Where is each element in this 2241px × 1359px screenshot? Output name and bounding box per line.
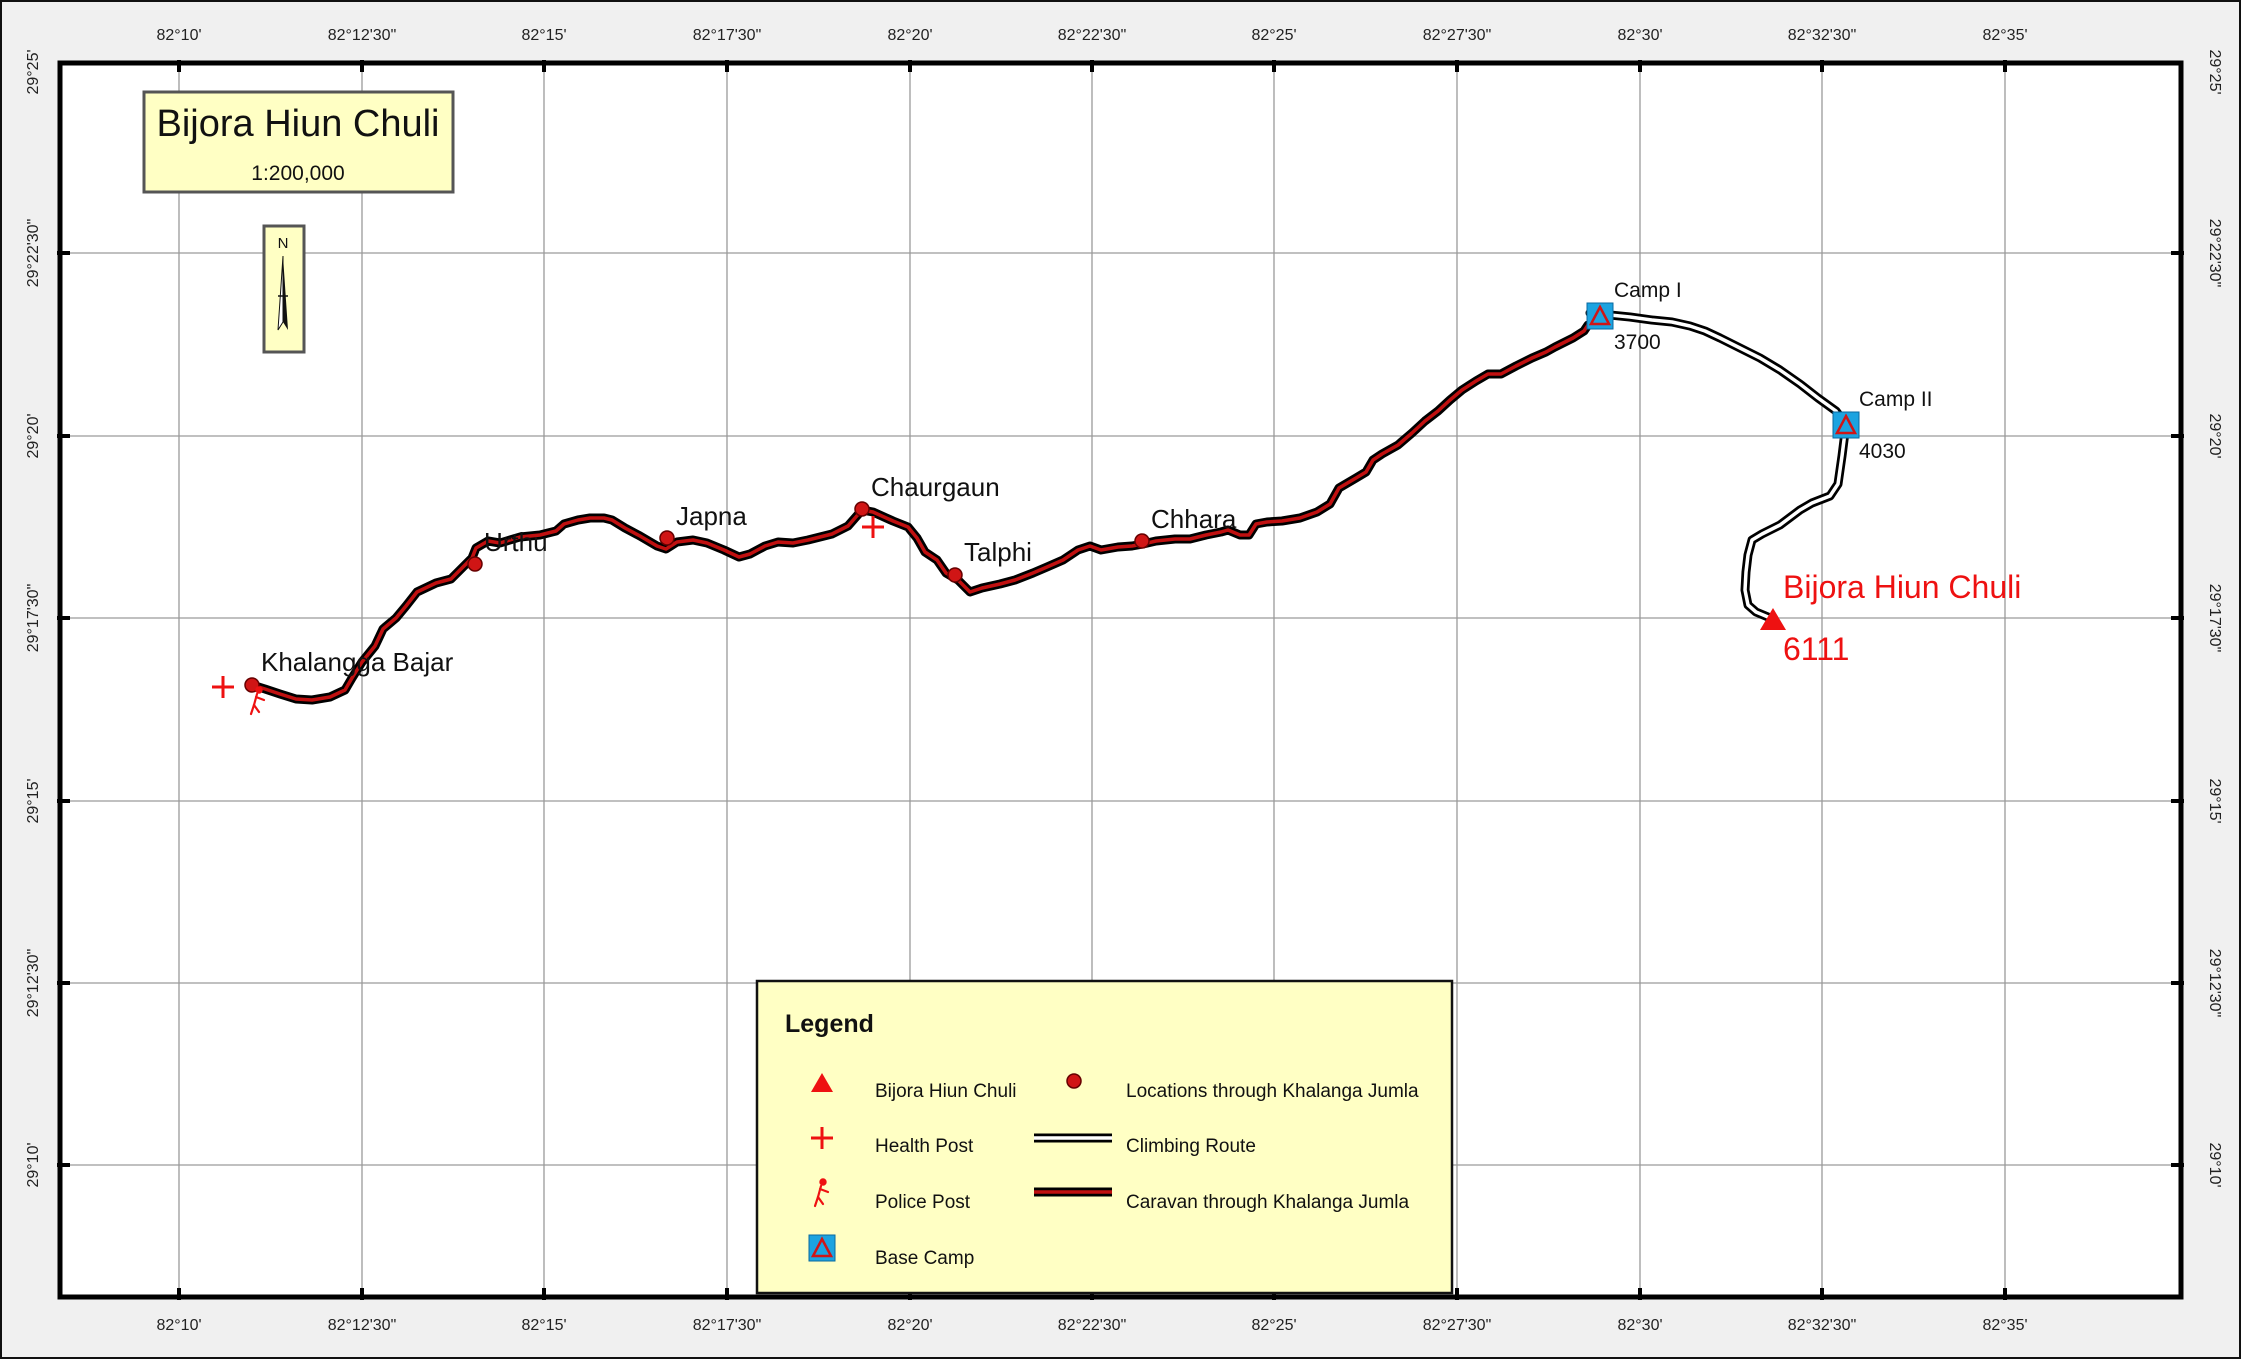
lat-label: 29°12'30" (2206, 949, 2223, 1018)
lon-label: 82°20' (887, 1317, 932, 1334)
lat-label: 29°20' (2206, 413, 2223, 458)
place-label-japna: Japna (676, 501, 747, 531)
lon-label: 82°30' (1617, 27, 1662, 44)
lon-labels-top: 82°10' 82°12'30" 82°15' 82°17'30" 82°20'… (156, 27, 2027, 44)
legend-caravan-label: Caravan through Khalanga Jumla (1126, 1192, 1410, 1213)
lon-label: 82°30' (1617, 1317, 1662, 1334)
locations (244, 501, 1150, 693)
legend-location-label: Locations through Khalanga Jumla (1126, 1081, 1419, 1102)
north-arrow-icon (277, 255, 288, 331)
location-dot (244, 677, 260, 693)
camp-icon (1586, 302, 1614, 330)
camp1-label: Camp I (1614, 279, 1682, 302)
camp2-label: Camp II (1859, 388, 1933, 411)
lat-labels-left: 29°25' 29°22'30" 29°20' 29°17'30" 29°15'… (25, 49, 42, 1187)
location-dot (854, 501, 870, 517)
legend-basecamp-label: Base Camp (875, 1248, 974, 1269)
camp1-altitude: 3700 (1614, 331, 1661, 354)
lat-label: 29°25' (25, 49, 42, 94)
lon-label: 82°27'30" (1423, 27, 1492, 44)
lon-label: 82°35' (1982, 1317, 2027, 1334)
lat-label: 29°12'30" (25, 949, 42, 1018)
lon-label: 82°22'30" (1058, 27, 1127, 44)
lon-label: 82°32'30" (1788, 1317, 1857, 1334)
legend-police-label: Police Post (875, 1192, 971, 1213)
lon-label: 82°32'30" (1788, 27, 1857, 44)
lon-label: 82°20' (887, 27, 932, 44)
location-dot (947, 567, 963, 583)
north-label: N (278, 235, 289, 252)
lat-label: 29°22'30" (2206, 219, 2223, 288)
lat-label: 29°17'30" (2206, 584, 2223, 653)
place-label-chhara: Chhara (1151, 504, 1237, 534)
lon-label: 82°27'30" (1423, 1317, 1492, 1334)
lon-label: 82°22'30" (1058, 1317, 1127, 1334)
police-post-icon (249, 686, 266, 716)
lon-label: 82°17'30" (693, 27, 762, 44)
lat-label: 29°15' (25, 778, 42, 823)
lat-label: 29°17'30" (25, 584, 42, 653)
lon-label: 82°17'30" (693, 1317, 762, 1334)
peak-name: Bijora Hiun Chuli (1783, 569, 2021, 605)
peak-icon (1760, 608, 1786, 630)
lat-label: 29°20' (25, 413, 42, 458)
lon-label: 82°15' (521, 1317, 566, 1334)
place-label-talphi: Talphi (964, 537, 1032, 567)
location-dot (659, 530, 675, 546)
lon-label: 82°12'30" (328, 1317, 397, 1334)
lat-label: 29°10' (25, 1142, 42, 1187)
location-dot (1134, 533, 1150, 549)
caravan-route (247, 320, 1593, 705)
legend-health-icon (811, 1127, 833, 1149)
legend: Legend Bijora Hiun Chuli Health Post Pol… (755, 979, 1454, 1295)
camp2-altitude: 4030 (1859, 440, 1906, 463)
legend-location-icon (1066, 1073, 1082, 1089)
lon-label: 82°25' (1251, 27, 1296, 44)
lon-label: 82°10' (156, 1317, 201, 1334)
legend-title: Legend (785, 1010, 874, 1038)
lon-label: 82°12'30" (328, 27, 397, 44)
lat-label: 29°15' (2206, 778, 2223, 823)
legend-basecamp-icon (808, 1234, 836, 1262)
lat-labels-right: 29°25' 29°22'30" 29°20' 29°17'30" 29°15'… (2206, 49, 2223, 1187)
map-title: Bijora Hiun Chuli (156, 103, 439, 145)
place-label-chaurgaun: Chaurgaun (871, 472, 1000, 502)
camp-icon (1832, 411, 1860, 439)
place-label-urthu: Urthu (484, 527, 548, 557)
lon-label: 82°10' (156, 27, 201, 44)
lon-labels-bottom: 82°10' 82°12'30" 82°15' 82°17'30" 82°20'… (156, 1317, 2027, 1334)
peak-altitude: 6111 (1783, 631, 1849, 667)
lat-label: 29°10' (2206, 1142, 2223, 1187)
lat-label: 29°22'30" (25, 219, 42, 288)
health-post-icon (212, 676, 234, 698)
location-dot (467, 556, 483, 572)
place-label-khalangga: Khalangga Bajar (261, 647, 454, 677)
title-box: Bijora Hiun Chuli 1:200,000 (142, 90, 455, 194)
lon-label: 82°15' (521, 27, 566, 44)
legend-police-icon (813, 1178, 830, 1208)
lat-label: 29°25' (2206, 49, 2223, 94)
lon-label: 82°35' (1982, 27, 2027, 44)
health-post-icon (862, 516, 884, 538)
legend-climbing-label: Climbing Route (1126, 1136, 1256, 1157)
map-scale: 1:200,000 (251, 162, 344, 185)
lon-label: 82°25' (1251, 1317, 1296, 1334)
legend-peak-icon (811, 1073, 833, 1092)
north-arrow: N (262, 224, 306, 354)
legend-peak-label: Bijora Hiun Chuli (875, 1081, 1017, 1102)
legend-health-label: Health Post (875, 1136, 974, 1157)
